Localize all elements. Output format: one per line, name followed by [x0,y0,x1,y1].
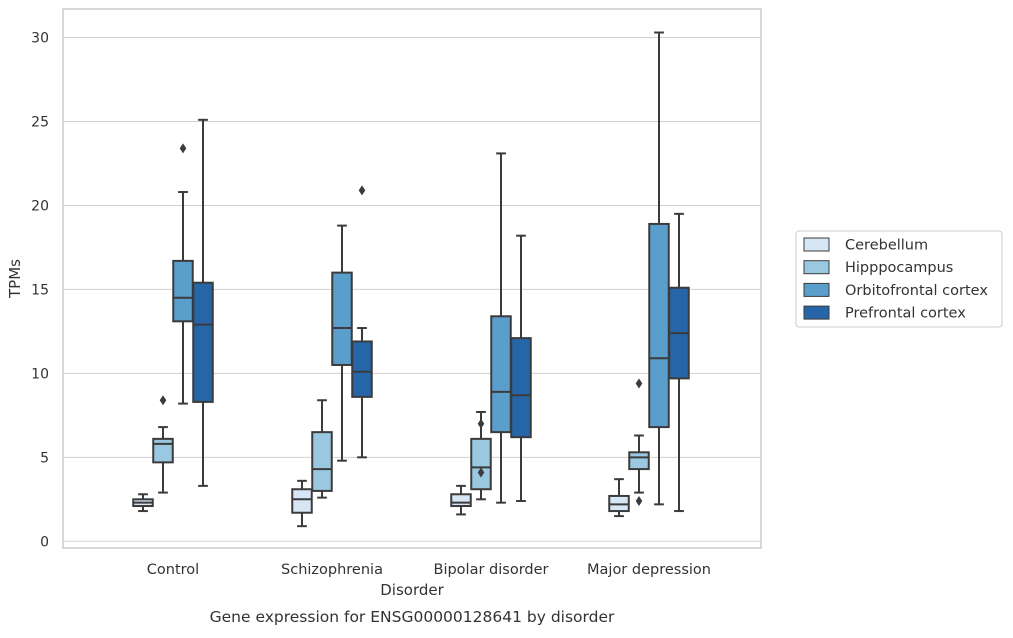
x-tick-labels: Control Schizophrenia Bipolar disorder Majo… [147,562,711,578]
legend-label: Prefrontal cortex [845,306,966,322]
iqr-box [490,315,512,434]
x-tick-label: Control [147,562,199,578]
box-cerebellum [132,493,154,513]
y-tick-label: 5 [40,450,49,466]
box-cerebellum [608,478,630,518]
box-layer [132,31,690,528]
outlier-point [635,378,643,389]
outlier-point [477,467,485,478]
iqr-box [450,493,472,508]
box-prefrontal-cortex [351,185,373,459]
box-hipppocampus [311,399,333,499]
box-prefrontal-cortex [192,118,214,487]
box-hipppocampus [470,410,492,501]
y-tick-label: 0 [40,534,49,550]
x-tick-label: Bipolar disorder [434,562,549,578]
iqr-box [510,337,532,439]
iqr-box [291,488,313,514]
legend-swatch [803,260,830,275]
outlier-point [159,395,167,406]
outlier-point [635,495,643,506]
x-tick-label: Schizophrenia [281,562,383,578]
box-orbitofrontal-cortex [490,152,512,504]
box-hipppocampus [628,378,650,506]
x-axis-label: Disorder [380,581,444,599]
box-cerebellum [291,479,313,528]
y-tick-labels: 0 5 10 15 20 25 30 [31,31,49,551]
box-cerebellum [450,484,472,516]
box-prefrontal-cortex [668,212,690,513]
legend: Cerebellum Hipppocampus Orbitofrontal cort… [795,230,1003,328]
legend-swatch [803,237,830,252]
box-hipppocampus [152,395,174,494]
iqr-box [172,259,194,323]
legend-label: Orbitofrontal cortex [845,283,988,299]
iqr-box [152,437,174,464]
iqr-box [648,222,670,429]
legend-label: Hipppocampus [845,260,953,276]
y-tick-label: 15 [31,282,49,298]
y-axis-label: TPMs [6,259,24,299]
chart-caption: Gene expression for ENSG00000128641 by d… [210,608,615,626]
legend-label: Cerebellum [845,238,928,254]
legend-items: Cerebellum Hipppocampus Orbitofrontal cort… [803,237,988,322]
box-orbitofrontal-cortex [331,224,353,462]
y-tick-label: 10 [31,366,49,382]
iqr-box [470,437,492,491]
outlier-point [179,143,187,154]
x-tick-label: Major depression [587,562,711,578]
plot-frame [62,8,762,549]
legend-frame [795,230,1003,328]
y-tick-label: 20 [31,198,49,214]
legend-swatch [803,305,830,320]
y-tick-label: 30 [31,31,49,47]
box-orbitofrontal-cortex [172,143,194,405]
y-tick-label: 25 [31,115,49,131]
iqr-box [628,451,650,471]
box-orbitofrontal-cortex [648,31,670,506]
legend-swatch [803,282,830,297]
outlier-point [477,418,485,429]
iqr-box [351,340,373,398]
iqr-box [331,271,353,366]
outlier-point [358,185,366,196]
iqr-box [192,281,214,403]
iqr-box [311,431,333,492]
box-prefrontal-cortex [510,234,532,502]
